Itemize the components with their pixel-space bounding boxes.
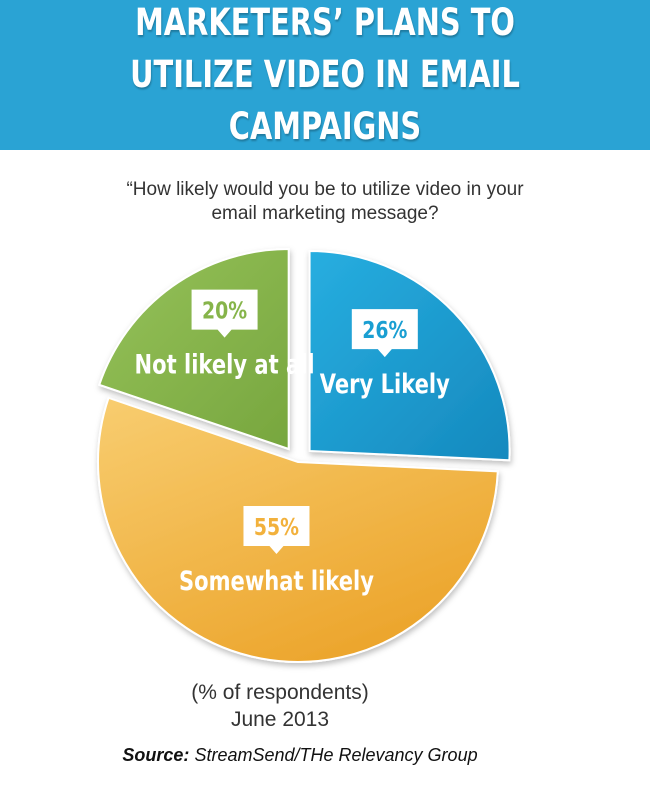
percent-callout-box (351, 309, 418, 358)
footnote-line-2: June 2013 (230, 708, 330, 731)
percent-callout-box (243, 505, 310, 554)
survey-question: “How likely would you be to utilize vide… (126, 179, 524, 224)
source-line: Source: StreamSend/THe Relevancy Group (0, 745, 600, 766)
footnote: (% of respondents) June 2013 (130, 679, 430, 733)
slice-category-label: Not likely at all (135, 349, 315, 380)
slice-category-label: Very Likely (320, 369, 450, 400)
pie-chart: 26% Very Likely 55% Somewhat likely 20% Not l… (97, 247, 511, 663)
source-text: StreamSend/THe Relevancy Group (194, 745, 478, 765)
footnote-line-1: (% of respondents) (191, 681, 369, 704)
title-banner: MARKETERS’ PLANS TO UTILIZE VIDEO IN EMA… (0, 0, 650, 150)
source-label: Source: (122, 745, 190, 765)
chart-title: MARKETERS’ PLANS TO UTILIZE VIDEO IN EMA… (130, 1, 520, 148)
percent-callout-box (191, 289, 258, 338)
pie-slice-very-likely (308, 249, 511, 462)
slice-percent-label: 20% (202, 297, 247, 324)
slice-percent-label: 26% (362, 316, 407, 343)
slice-percent-label: 55% (254, 513, 299, 540)
slice-category-label: Somewhat likely (179, 565, 374, 596)
